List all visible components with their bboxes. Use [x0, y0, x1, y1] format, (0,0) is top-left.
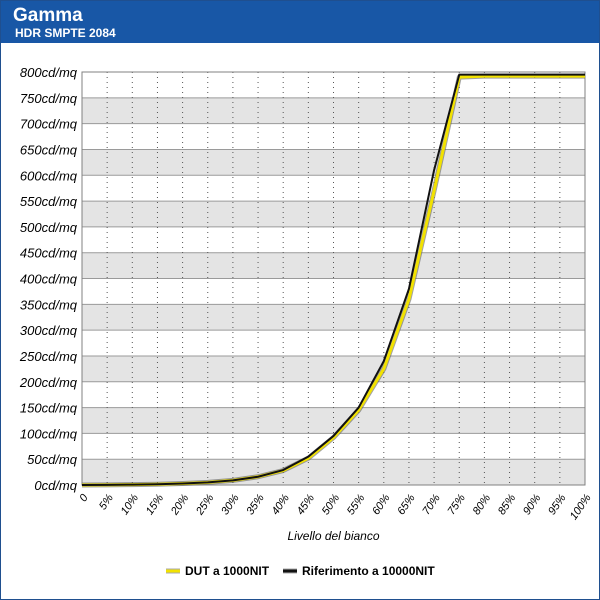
chart-subtitle: HDR SMPTE 2084	[15, 26, 116, 40]
x-tick-label: 100%	[568, 492, 594, 522]
grid-band	[82, 407, 585, 434]
y-tick-label: 400cd/mq	[20, 272, 78, 287]
x-tick-label: 10%	[119, 492, 142, 517]
x-tick-label: 90%	[521, 492, 544, 517]
y-tick-label: 450cd/mq	[20, 246, 78, 261]
x-tick-label: 85%	[496, 492, 519, 517]
legend-label: Riferimento a 10000NIT	[302, 564, 435, 578]
x-tick-label: 60%	[370, 492, 393, 517]
y-tick-label: 550cd/mq	[20, 194, 78, 209]
y-tick-label: 100cd/mq	[20, 426, 78, 441]
y-tick-label: 150cd/mq	[20, 401, 78, 416]
y-tick-label: 200cd/mq	[19, 375, 78, 390]
x-tick-label: 70%	[420, 492, 443, 517]
x-tick-label: 75%	[446, 492, 469, 517]
y-tick-label: 350cd/mq	[20, 297, 78, 312]
x-tick-label: 55%	[345, 492, 368, 517]
x-tick-label: 25%	[193, 492, 216, 518]
x-tick-label: 45%	[295, 492, 318, 517]
y-tick-label: 800cd/mq	[20, 65, 78, 80]
x-tick-label: 50%	[320, 492, 343, 517]
plot-border	[81, 71, 586, 486]
y-tick-label: 500cd/mq	[20, 220, 78, 235]
y-tick-label: 650cd/mq	[20, 142, 78, 157]
x-tick-label: 40%	[269, 492, 292, 517]
x-tick-label: 80%	[471, 492, 494, 517]
chart-title: Gamma	[13, 5, 83, 26]
x-tick-label: 95%	[546, 492, 569, 517]
x-axis-title: Livello del bianco	[287, 529, 379, 543]
grid-band	[82, 252, 585, 279]
grid-band	[82, 201, 585, 227]
x-tick-label: 0	[77, 492, 91, 505]
x-tick-label: 30%	[219, 492, 242, 517]
y-tick-label: 700cd/mq	[20, 117, 78, 132]
y-tick-label: 0cd/mq	[34, 478, 77, 493]
series-line-riferimento	[81, 73, 585, 486]
y-tick-label: 750cd/mq	[20, 91, 78, 106]
x-tick-label: 15%	[144, 492, 167, 517]
grid-band	[82, 97, 585, 124]
x-tick-label: 5%	[97, 492, 116, 512]
y-tick-label: 250cd/mq	[19, 349, 78, 364]
y-tick-label: 600cd/mq	[20, 168, 78, 183]
legend-item-dut: DUT a 1000NIT	[166, 564, 270, 578]
x-tick-label: 65%	[395, 492, 418, 517]
header-bar: Gamma HDR SMPTE 2084	[1, 1, 599, 43]
legend-item-riferimento: Riferimento a 10000NIT	[283, 564, 435, 578]
y-tick-label: 50cd/mq	[27, 452, 78, 467]
legend-label: DUT a 1000NIT	[185, 564, 270, 578]
x-tick-label: 20%	[168, 492, 191, 518]
y-tick-label: 300cd/mq	[20, 323, 78, 338]
x-tick-label: 35%	[244, 492, 267, 517]
